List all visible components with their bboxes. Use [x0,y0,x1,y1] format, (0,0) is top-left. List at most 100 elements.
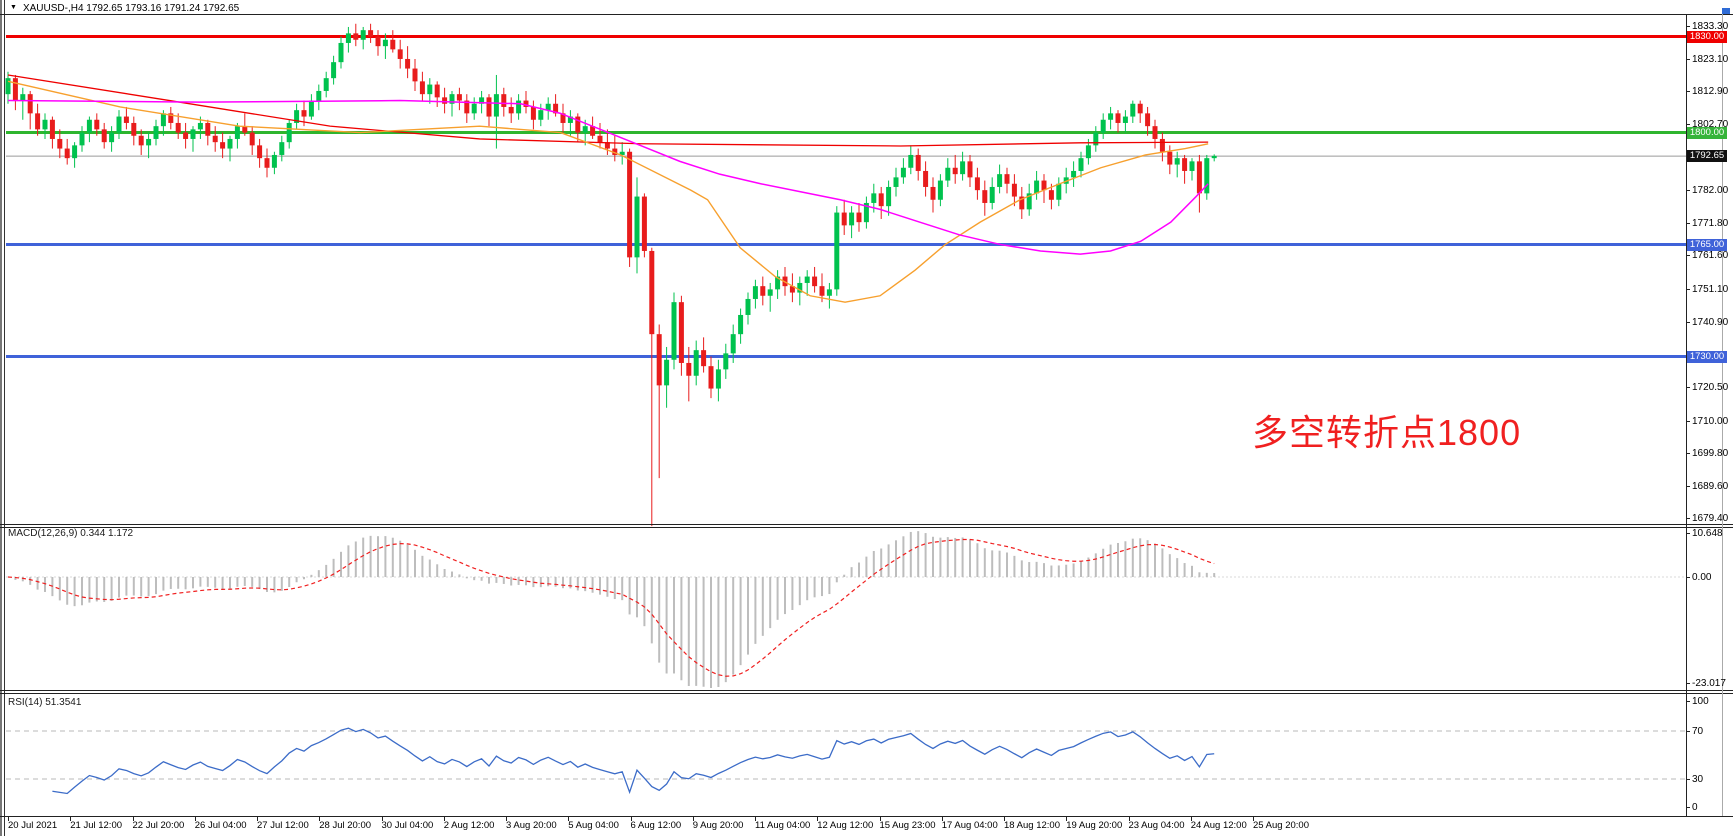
price-tick-mark [1686,420,1690,422]
time-tick-mark [8,817,9,821]
macd-label: MACD(12,26,9) 0.344 1.172 [8,528,133,539]
candle-body-bull [693,350,699,376]
candle-body-bear [612,148,618,155]
price-level-badge: 1800.00 [1687,126,1727,139]
candle-body-bull [619,151,625,155]
candle-body-bull [1078,158,1084,171]
candle-body-bull [5,78,11,95]
candle-body-bull [1034,180,1040,194]
candle-body-bear [812,276,818,287]
candle-body-bull [723,353,729,370]
rsi-panel-top-border[interactable] [0,693,1733,694]
time-tick-mark [879,817,881,821]
candle-body-bear [434,84,440,98]
time-tick-mark [257,817,258,821]
candle-body-bull [849,212,855,226]
candle-body-bull [1100,119,1106,133]
candle-body-bull [582,126,588,133]
candle-body-bull [900,167,906,178]
price-tick-mark [1686,58,1690,60]
candle-body-bear [982,190,988,203]
candle-body-bull [664,359,670,386]
time-tick-label: 21 Jul 12:00 [70,820,123,831]
candle-body-bear [974,177,980,191]
candle-body-bull [449,94,455,104]
rsi-tick-mark [1686,807,1690,808]
candle-body-bear [649,250,655,335]
candle-body-bear [915,154,921,171]
candle-body-bull [234,126,240,139]
rsi-axis-label: 0 [1692,802,1698,813]
candle-body-bear [212,135,218,143]
price-tick-mark [1686,518,1690,520]
candle-body-bear [952,167,958,175]
candle-body-bull [775,276,781,290]
price-tick-mark [1686,453,1690,455]
rsi-tick-mark [1686,731,1690,732]
candle-body-bull [323,78,329,91]
candle-body-bear [841,212,847,226]
candle-body-bull [1071,170,1077,178]
macd-axis-label: 0.00 [1692,572,1712,583]
price-level-badge: 1765.00 [1687,238,1727,251]
candle-body-bear [12,78,18,101]
time-tick-mark [692,817,694,821]
candle-body-bear [678,302,684,363]
candle-body-bull [1174,158,1180,165]
candle-body-bear [1196,161,1202,194]
time-tick-label: 17 Aug 04:00 [941,820,998,831]
macd-tick-mark [1686,577,1690,578]
candle-body-bull [316,90,322,101]
price-level-badge: 1730.00 [1687,350,1727,363]
candle-body-bear [590,126,596,136]
candle-body-bull [1189,161,1195,171]
candle-body-bear [1137,103,1143,114]
candle-body-bear [183,132,189,139]
candle-body-bull [1108,113,1114,120]
candle-body-bear [175,122,181,133]
time-tick-mark [506,817,507,821]
candle-body-bull [227,138,233,149]
time-tick-label: 26 Jul 04:00 [194,820,247,831]
candle-body-bull [338,42,344,63]
candle-body-bull [960,161,966,175]
candle-body-bear [1011,183,1017,197]
time-tick-mark [70,817,72,821]
price-tick-mark [1686,26,1690,27]
time-tick-label: 23 Aug 04:00 [1128,820,1185,831]
symbol-dropdown-icon[interactable]: ▼ [10,4,17,11]
candle-body-bull [197,122,203,130]
candle-body-bear [597,135,603,143]
candle-body-bear [368,30,374,37]
candle-body-bull [271,154,277,168]
time-tick-mark [443,817,445,821]
candle-body-bear [1182,158,1188,171]
main-panel-top-border [0,14,1733,15]
candle-body-bear [701,350,707,367]
macd-values: 0.344 1.172 [80,528,134,539]
candle-body-bear [27,94,33,114]
candle-body-bull [871,193,877,203]
price-tick-mark [1686,386,1690,388]
right-scroll-strip[interactable] [1722,14,1723,816]
macd-panel-top-border[interactable] [0,527,1733,528]
candle-body-bull [1093,132,1099,146]
candle-body-bull [360,30,366,40]
price-axis-border [1686,14,1687,816]
candle-body-bull [634,196,640,258]
candle-body-bear [967,161,973,178]
main-panel-bottom-border [0,524,1733,525]
chart-annotation-text: 多空转折点1800 [1252,412,1522,453]
price-tick-mark [1686,222,1690,224]
candle-body-bear [501,94,507,107]
candle-body-bull [86,119,92,133]
candle-body-bull [545,103,551,111]
candle-body-bull [160,113,166,127]
time-tick-mark [1253,817,1254,821]
candle-body-bear [375,36,381,47]
candle-body-bear [205,122,211,136]
candle-body-bull [1130,103,1136,117]
candle-body-bear [94,119,100,130]
rsi-label: RSI(14) 51.3541 [8,697,81,708]
